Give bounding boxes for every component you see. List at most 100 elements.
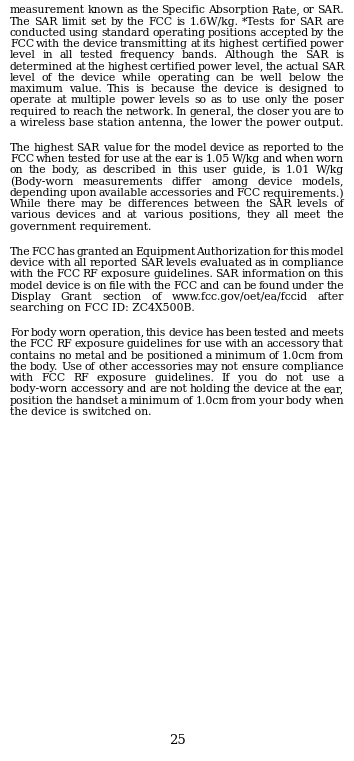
Text: your: your <box>259 396 284 406</box>
Text: FCC: FCC <box>174 281 198 291</box>
Text: the: the <box>127 17 145 27</box>
Text: you: you <box>292 107 311 116</box>
Text: between: between <box>194 199 241 209</box>
Text: the: the <box>246 199 263 209</box>
Text: file: file <box>109 281 126 291</box>
Text: they: they <box>246 211 270 221</box>
Text: standard: standard <box>101 28 150 38</box>
Text: 1.0cm: 1.0cm <box>282 351 315 361</box>
Text: meet: meet <box>294 211 321 221</box>
Text: reported: reported <box>262 143 310 153</box>
Text: FCC: FCC <box>32 247 56 256</box>
Text: the: the <box>10 339 28 349</box>
Text: the: the <box>141 5 159 15</box>
Text: from: from <box>318 351 344 361</box>
Text: is: is <box>177 17 185 27</box>
Text: SAR: SAR <box>299 17 322 27</box>
Text: level: level <box>10 73 36 83</box>
Text: value.: value. <box>69 84 102 94</box>
Text: limit: limit <box>62 17 86 27</box>
Text: frequency: frequency <box>120 50 175 60</box>
Text: model: model <box>310 247 344 256</box>
Text: in: in <box>269 258 279 268</box>
Text: general,: general, <box>189 107 235 116</box>
Text: depending: depending <box>10 188 68 198</box>
Text: 25: 25 <box>169 734 185 747</box>
Text: the: the <box>266 62 283 72</box>
Text: is: is <box>264 84 273 94</box>
Text: Absorption: Absorption <box>208 5 269 15</box>
Text: be: be <box>243 281 257 291</box>
Text: RF: RF <box>73 373 89 383</box>
Text: evaluated: evaluated <box>199 258 252 268</box>
Text: you: you <box>238 373 257 383</box>
Text: various: various <box>10 211 50 221</box>
Text: by: by <box>110 17 123 27</box>
Text: certified: certified <box>150 62 196 72</box>
Text: holding: holding <box>189 384 231 394</box>
Text: If: If <box>222 373 230 383</box>
Text: tested: tested <box>68 154 101 164</box>
Text: on: on <box>93 281 107 291</box>
Text: operating: operating <box>157 73 210 83</box>
Text: levels: levels <box>297 199 328 209</box>
Text: metal: metal <box>74 351 105 361</box>
Text: the: the <box>154 281 172 291</box>
Text: level: level <box>10 50 36 60</box>
Text: positions,: positions, <box>188 211 241 221</box>
Text: be: be <box>241 73 254 83</box>
Text: using: using <box>69 28 99 38</box>
Text: a: a <box>121 396 127 406</box>
Text: use: use <box>121 154 140 164</box>
Text: under: under <box>292 281 325 291</box>
Text: required: required <box>10 107 57 116</box>
Text: accessory: accessory <box>266 339 320 349</box>
Text: this: this <box>146 328 166 338</box>
Text: SAR: SAR <box>34 17 58 27</box>
Text: tested: tested <box>254 328 288 338</box>
Text: device: device <box>45 281 81 291</box>
Text: SAR: SAR <box>76 143 100 153</box>
Text: all: all <box>59 50 73 60</box>
Text: not: not <box>170 384 187 394</box>
Text: reach: reach <box>72 107 103 116</box>
Text: available: available <box>99 188 148 198</box>
Text: positions: positions <box>208 28 257 38</box>
Text: level,: level, <box>234 62 264 72</box>
Text: the: the <box>63 39 80 49</box>
Text: among: among <box>211 177 248 186</box>
Text: information: information <box>241 269 306 279</box>
Text: for: for <box>272 247 288 256</box>
Text: body.: body. <box>30 361 58 372</box>
Text: SAR: SAR <box>321 62 344 72</box>
Text: with: with <box>36 39 60 49</box>
Text: with: with <box>10 373 34 383</box>
Text: is: is <box>272 165 281 176</box>
Text: FCC: FCC <box>10 39 34 49</box>
Text: guidelines: guidelines <box>126 339 183 349</box>
Text: that: that <box>322 339 344 349</box>
Text: searching on FCC ID: ZC4X500B.: searching on FCC ID: ZC4X500B. <box>10 303 195 313</box>
Text: in: in <box>162 165 172 176</box>
Text: may: may <box>81 199 104 209</box>
Text: FCC: FCC <box>236 188 261 198</box>
Text: other: other <box>98 361 127 372</box>
Text: be: be <box>109 199 122 209</box>
Text: use: use <box>241 95 260 106</box>
Text: the: the <box>326 73 344 83</box>
Text: upon: upon <box>70 188 97 198</box>
Text: accessories: accessories <box>130 361 193 372</box>
Text: the: the <box>155 154 172 164</box>
Text: and: and <box>102 211 122 221</box>
Text: operate: operate <box>10 95 52 106</box>
Text: device: device <box>168 328 204 338</box>
Text: The: The <box>10 247 30 256</box>
Text: and: and <box>200 281 220 291</box>
Text: Equipment: Equipment <box>135 247 195 256</box>
Text: as: as <box>211 95 222 106</box>
Text: various: various <box>143 211 183 221</box>
Text: certified: certified <box>261 39 308 49</box>
Text: body,: body, <box>52 165 80 176</box>
Text: all: all <box>275 211 289 221</box>
Text: to: to <box>59 107 70 116</box>
